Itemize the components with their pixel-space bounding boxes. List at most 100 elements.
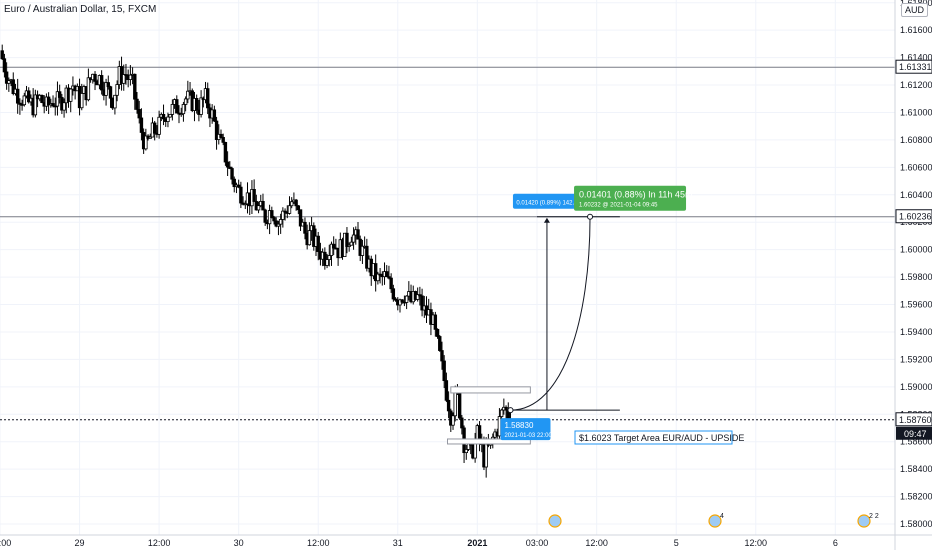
target-label-box — [574, 185, 687, 211]
candle-body — [327, 255, 331, 260]
y-tick-label: 1.59800 — [900, 272, 932, 282]
candle-body — [181, 104, 186, 115]
candle-body — [453, 391, 457, 417]
candle-body — [161, 113, 166, 120]
event-marker-count: 2 2 — [869, 513, 879, 520]
price-tag-box — [895, 59, 932, 74]
candle-body — [307, 230, 312, 246]
candle-body — [104, 82, 108, 96]
event-marker-icon — [708, 514, 722, 528]
horizontal-lines — [0, 66, 895, 421]
candle-body — [219, 133, 223, 138]
candle-body — [400, 299, 404, 303]
candle-body — [86, 77, 91, 101]
candle-body — [464, 449, 468, 454]
candle-body — [442, 360, 446, 382]
target-label-line1: 0.01401 (0.88%) In 11h 45m — [579, 190, 692, 200]
candle-body — [356, 229, 360, 240]
x-tick-label: 5 — [674, 538, 679, 548]
candle-body — [11, 79, 15, 95]
x-tick-label: 2021 — [467, 538, 487, 548]
candle-body — [329, 243, 334, 256]
candle-body — [276, 223, 281, 227]
candle-body — [418, 294, 422, 297]
target-point — [587, 213, 594, 220]
candle-body — [316, 235, 320, 252]
candle-body — [281, 210, 285, 220]
range-box-bottom — [447, 438, 531, 445]
time-axis: 12:00 29 12:00 30 12:00 31 2021 03:00 12:00 5 12:0… — [0, 534, 932, 548]
candle-body — [33, 94, 38, 116]
candle-body — [232, 178, 236, 188]
y-tick-label: 1.60400 — [900, 190, 932, 200]
candle-body — [272, 217, 276, 222]
candle-body — [252, 189, 256, 202]
candle-body — [274, 220, 278, 227]
candle-body — [135, 98, 139, 110]
candle-body — [373, 263, 378, 282]
measure-label-box — [512, 193, 581, 209]
candle-body — [170, 104, 175, 115]
candle-body — [69, 88, 73, 102]
candle-body — [404, 295, 409, 303]
candle-body — [179, 113, 183, 116]
candle-body — [261, 201, 265, 211]
candle-body — [499, 409, 504, 417]
candle-body — [214, 120, 219, 140]
candle-body — [438, 336, 442, 351]
candle-body — [360, 245, 365, 256]
candle-body — [225, 161, 230, 168]
currency-badge[interactable]: AUD — [900, 3, 928, 17]
measure-arrowhead — [543, 217, 550, 223]
candle-body — [137, 109, 141, 119]
candle-body — [221, 137, 225, 143]
candle-body — [80, 93, 84, 109]
x-tick-label: 29 — [75, 538, 85, 548]
candle-body — [236, 184, 241, 188]
candle-body — [294, 199, 298, 207]
candle-body — [157, 116, 161, 135]
y-tick-label: 1.58200 — [900, 492, 932, 502]
entry-label-line2: 2021-01-03 22:00 — [504, 433, 552, 439]
candle-body — [270, 210, 274, 218]
candle-body — [230, 168, 234, 180]
y-tick-label: 1.60800 — [900, 135, 932, 145]
candle-body — [287, 205, 292, 214]
y-tick-label: 1.61200 — [900, 80, 932, 90]
candle-body — [446, 399, 451, 412]
candle-body — [186, 90, 190, 100]
candle-body — [433, 314, 438, 330]
price-tag-label: 1.60236 — [899, 212, 932, 222]
candle-body — [55, 91, 60, 107]
target-area-text: $1.6023 Target Area EUR/AUD - UPSIDE — [579, 433, 744, 443]
price-axis: 1.580001.582001.584001.586001.588001.590… — [894, 0, 932, 550]
candle-body — [133, 73, 137, 100]
candle-body — [206, 88, 210, 109]
candle-body — [365, 245, 369, 269]
candle-body — [415, 294, 420, 300]
candle-body — [148, 136, 152, 139]
y-tick-label: 1.59400 — [900, 327, 932, 337]
candle-body — [290, 201, 294, 207]
x-tick-label: 12:00 — [307, 538, 330, 548]
candle-body — [152, 122, 157, 134]
entry-point — [507, 407, 514, 414]
candle-body — [128, 74, 133, 80]
candle-body — [139, 117, 144, 133]
candle-body — [168, 113, 172, 118]
candle-body — [7, 80, 11, 84]
candle-body — [175, 99, 179, 114]
candle-body — [420, 295, 424, 311]
candle-body — [460, 417, 464, 429]
candle-body — [194, 98, 199, 111]
candle-body — [325, 259, 329, 266]
candle-body — [440, 350, 444, 362]
price-tag-box — [895, 209, 932, 224]
candle-body — [389, 277, 393, 290]
candle-body — [444, 380, 449, 401]
x-tick-label: 6 — [833, 538, 838, 548]
measure-label: 0.01420 (0.89%) 142.0 — [516, 201, 578, 207]
x-tick-label: 12:00 — [0, 538, 11, 548]
x-tick-label: 12:00 — [585, 538, 608, 548]
